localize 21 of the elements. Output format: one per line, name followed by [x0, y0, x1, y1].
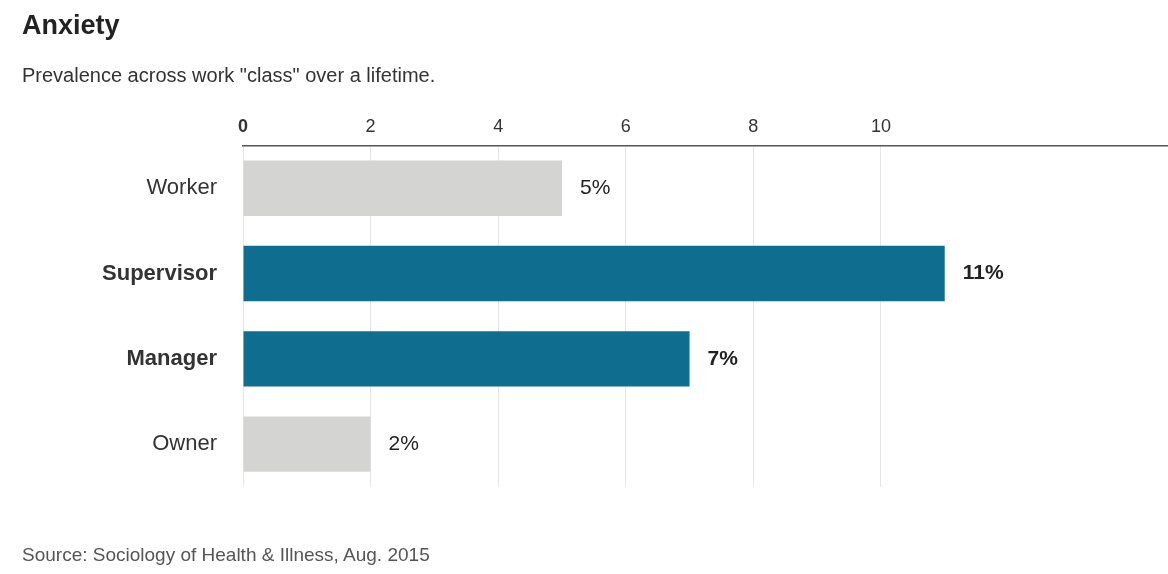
x-tick-label: 4: [493, 115, 504, 136]
y-tick-label: Owner: [152, 430, 217, 456]
x-tick-label: 10: [870, 115, 891, 136]
chart-title: Anxiety: [22, 10, 120, 41]
data-label: 7%: [707, 345, 739, 369]
y-tick-label: Supervisor: [102, 259, 218, 285]
x-tick-label: 2: [365, 115, 376, 136]
bar: [243, 331, 690, 387]
x-tick-label: 8: [748, 115, 759, 136]
bar: [243, 416, 371, 472]
bar: [243, 160, 562, 216]
y-tick-label: Manager: [126, 344, 218, 370]
data-label: 11%: [962, 260, 1004, 284]
y-tick-label: Worker: [146, 174, 217, 200]
x-tick-label: 6: [620, 115, 631, 136]
x-tick-label: 0: [237, 115, 249, 136]
bar: [243, 245, 945, 302]
data-label: 2%: [388, 430, 419, 454]
data-label: 5%: [579, 175, 611, 199]
source-note: Source: Sociology of Health & Illness, Aug. 2015: [22, 544, 430, 566]
chart-subtitle: Prevalence across work "class" over a lifetime.: [22, 64, 436, 87]
